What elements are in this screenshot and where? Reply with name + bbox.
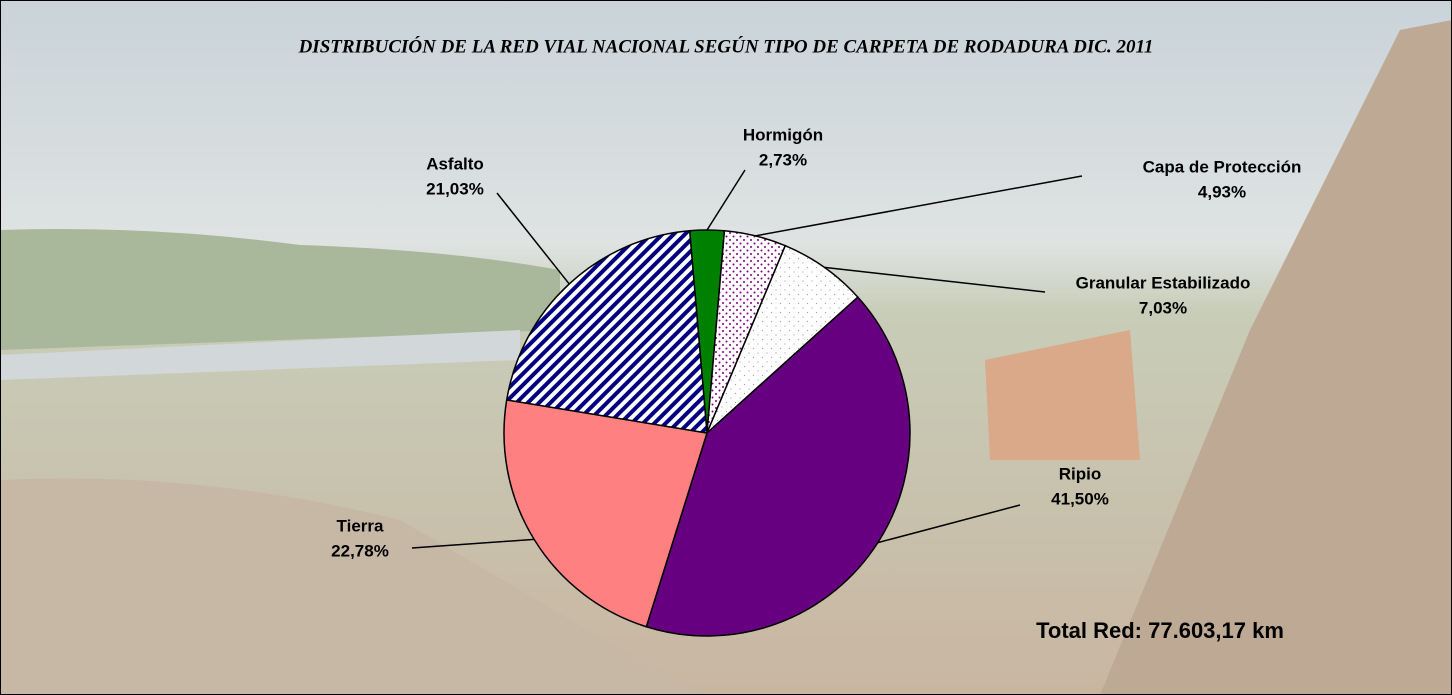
slice-label: Tierra <box>337 516 384 535</box>
slice-value-label: 2,73% <box>759 150 807 169</box>
slice-label: Granular Estabilizado <box>1076 273 1251 292</box>
total-annotation: Total Red: 77.603,17 km <box>1036 618 1284 643</box>
slice-value-label: 22,78% <box>331 541 389 560</box>
slice-value-label: 21,03% <box>426 179 484 198</box>
chart: DISTRIBUCIÓN DE LA RED VIAL NACIONAL SEG… <box>0 0 1452 695</box>
slice-value-label: 7,03% <box>1139 298 1187 317</box>
slice-label: Ripio <box>1059 464 1102 483</box>
slice-label: Hormigón <box>743 125 823 144</box>
chart-title: DISTRIBUCIÓN DE LA RED VIAL NACIONAL SEG… <box>298 35 1154 57</box>
slice-label: Asfalto <box>426 154 484 173</box>
slice-value-label: 41,50% <box>1051 489 1109 508</box>
slice-value-label: 4,93% <box>1198 182 1246 201</box>
slice-label: Capa de Protección <box>1143 157 1302 176</box>
